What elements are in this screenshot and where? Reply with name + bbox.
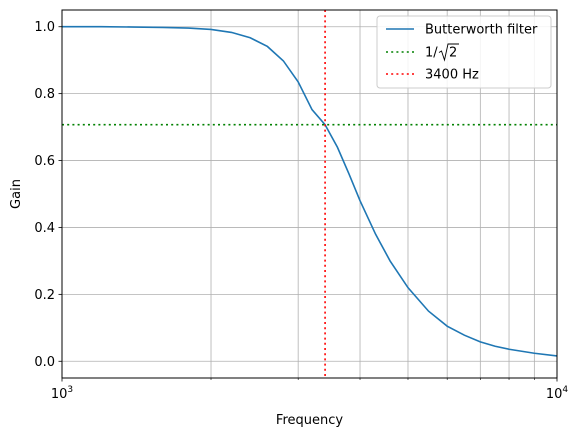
- legend: Butterworth filter 1/2 3400 Hz: [376, 15, 552, 89]
- x-tick-label: 104: [546, 385, 569, 402]
- y-tick-label: 1.0: [34, 20, 55, 35]
- legend-label: Butterworth filter: [425, 23, 538, 38]
- sqrt-symbol: [438, 43, 459, 62]
- legend-label: 3400 Hz: [425, 68, 479, 83]
- y-tick-label: 0.2: [34, 288, 55, 303]
- y-tick-label: 0.0: [34, 355, 55, 370]
- legend-label-text: 1/: [425, 46, 438, 61]
- plot-series: [62, 10, 558, 378]
- legend-label: 1/2: [425, 43, 459, 62]
- axis-ticks: 0.0 0.2 0.4 0.6 0.8 1.0 103 104: [34, 20, 568, 402]
- butterworth-curve: [62, 25, 558, 357]
- y-axis-label: Gain: [9, 179, 24, 209]
- x-tick-label: 103: [51, 385, 73, 402]
- y-tick-label: 0.4: [34, 221, 55, 236]
- legend-label-root: 2: [449, 46, 457, 61]
- x-axis-label: Frequency: [276, 413, 343, 428]
- y-tick-label: 0.8: [34, 87, 55, 102]
- y-tick-label: 0.6: [34, 154, 55, 169]
- plot-frame: [61, 9, 558, 379]
- legend-box: [376, 15, 552, 89]
